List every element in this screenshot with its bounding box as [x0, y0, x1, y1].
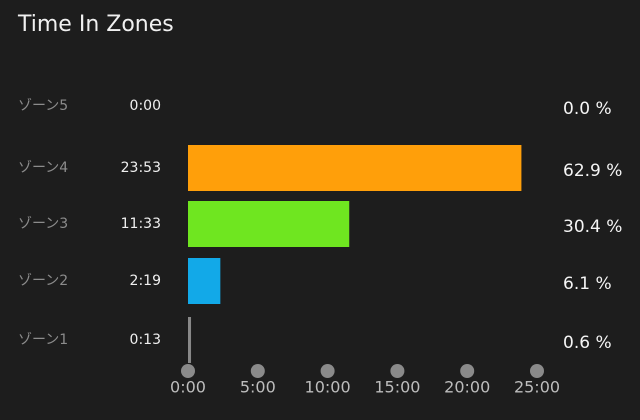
percent-label: 30.4 % — [563, 217, 622, 237]
percent-label: 62.9 % — [563, 161, 622, 181]
x-tick-label: 10:00 — [305, 378, 351, 397]
x-tick-dot — [250, 364, 265, 378]
zone-label: ゾーン5 — [18, 98, 68, 114]
x-tick-label: 0:00 — [170, 378, 206, 397]
x-tick-dot — [181, 364, 195, 378]
bar — [188, 145, 522, 191]
x-tick-dot — [320, 364, 335, 378]
zone-label: ゾーン4 — [18, 160, 68, 176]
bar — [188, 258, 221, 304]
time-label: 0:00 — [130, 98, 161, 114]
bar — [188, 317, 192, 363]
x-tick-label: 5:00 — [240, 378, 276, 397]
chart-title: Time In Zones — [17, 12, 174, 37]
time-label: 0:13 — [130, 332, 161, 348]
time-label: 11:33 — [121, 216, 161, 232]
x-tick-dot — [390, 364, 405, 378]
bar — [188, 201, 350, 247]
x-tick-dot — [460, 364, 475, 378]
x-tick-label: 20:00 — [444, 378, 490, 397]
zone-label: ゾーン2 — [18, 273, 68, 289]
percent-label: 6.1 % — [563, 274, 612, 294]
zone-label: ゾーン3 — [18, 216, 68, 232]
x-tick-label: 25:00 — [514, 378, 560, 397]
time-label: 2:19 — [130, 273, 161, 289]
x-tick-dot — [530, 364, 544, 378]
percent-label: 0.0 % — [563, 99, 612, 119]
x-tick-label: 15:00 — [374, 378, 420, 397]
zone-label: ゾーン1 — [18, 332, 68, 348]
percent-label: 0.6 % — [563, 333, 612, 353]
time-label: 23:53 — [121, 160, 161, 176]
